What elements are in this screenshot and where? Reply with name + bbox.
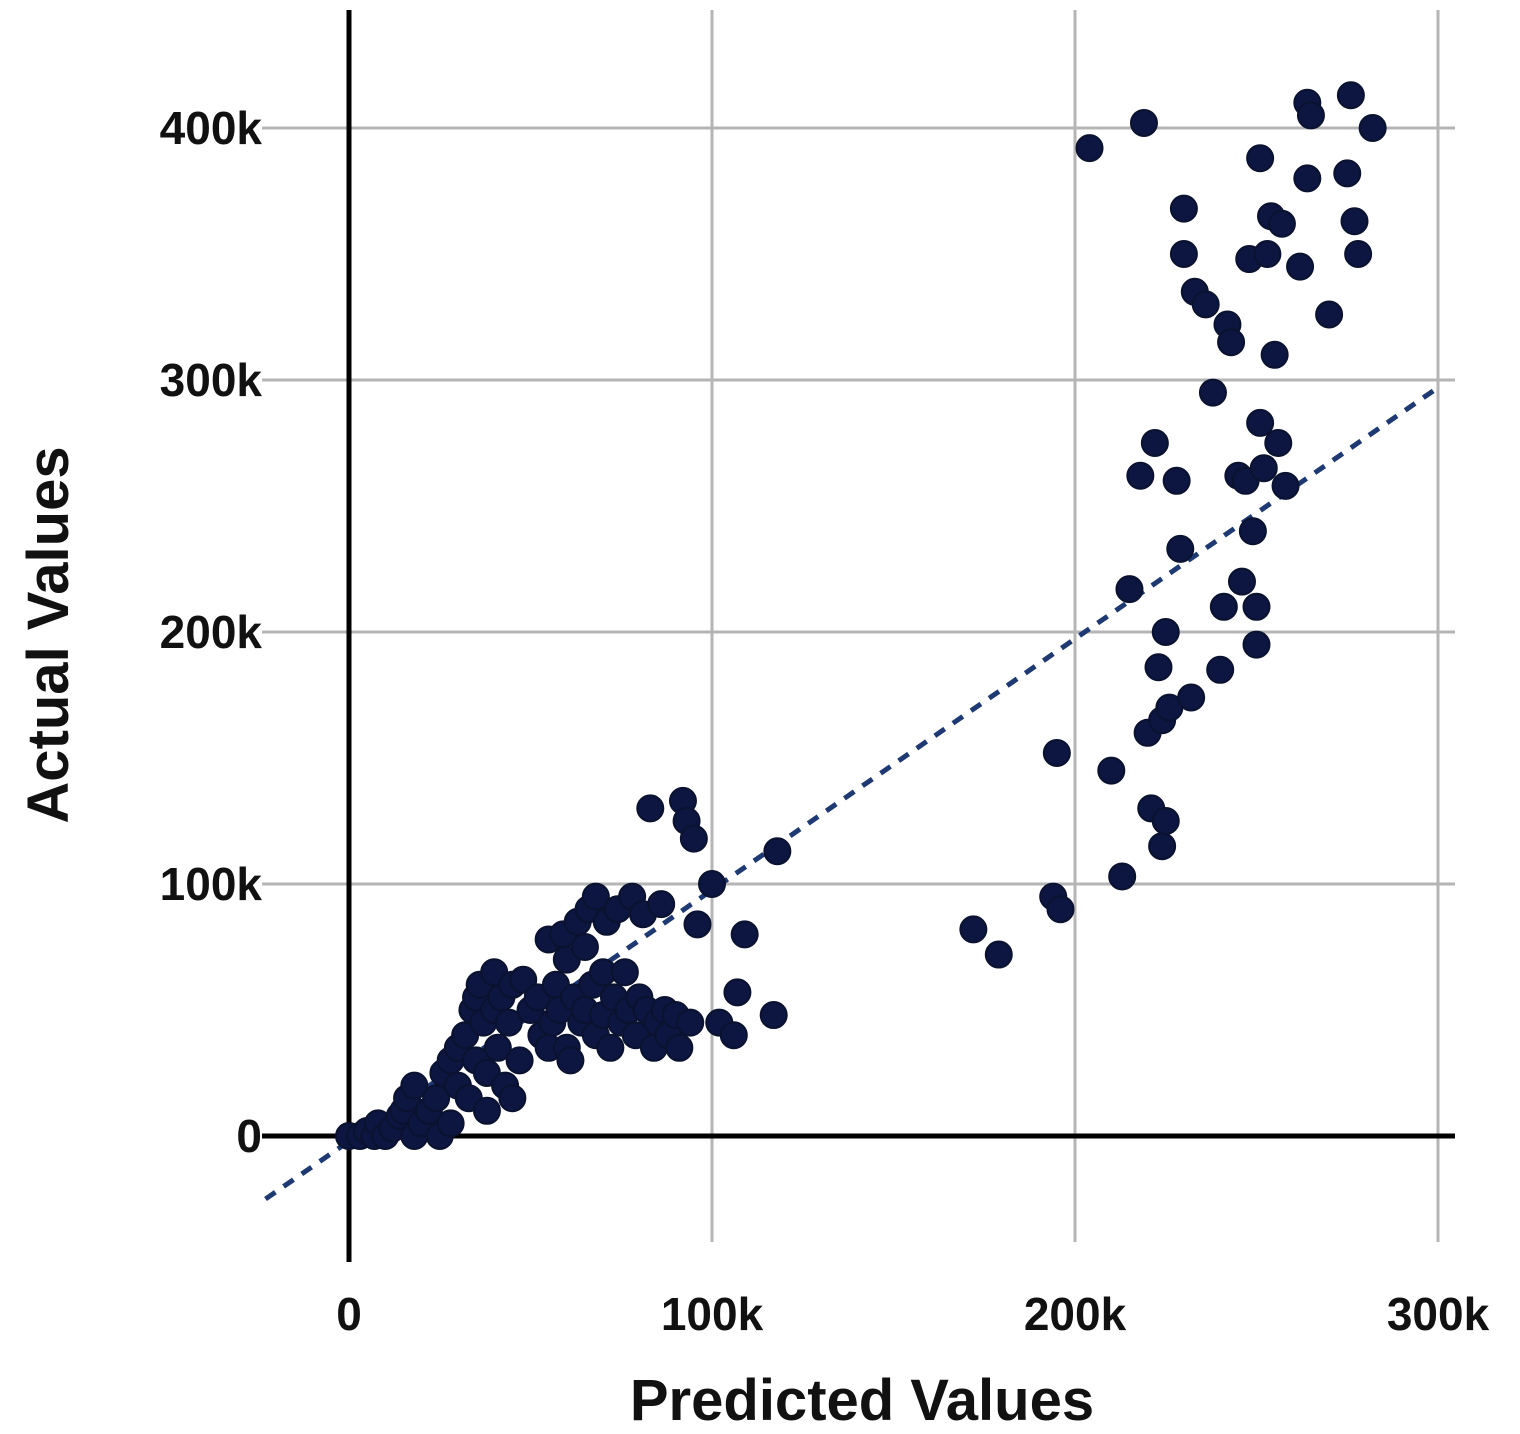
data-point-123 <box>1206 655 1235 684</box>
data-point-113 <box>1151 807 1180 835</box>
data-point-134 <box>1246 408 1275 437</box>
data-point-95 <box>959 915 988 944</box>
data-point-99 <box>1046 895 1075 924</box>
data-point-117 <box>1169 194 1198 223</box>
data-point-85 <box>676 1008 705 1037</box>
data-point-146 <box>1296 101 1325 130</box>
axes <box>262 10 1455 1262</box>
data-point-87 <box>683 910 712 939</box>
data-point-10 <box>400 1071 429 1100</box>
data-point-132 <box>1242 630 1271 659</box>
data-point-36 <box>498 1084 527 1113</box>
data-point-75 <box>636 794 665 823</box>
data-point-38 <box>505 1046 534 1075</box>
data-point-91 <box>723 978 752 1007</box>
tick-labels: 0 100k 200k 300k 0 100k 200k 300k 400k <box>160 102 1490 1340</box>
data-point-149 <box>1336 81 1365 110</box>
data-point-128 <box>1227 567 1256 596</box>
data-point-32 <box>483 1033 512 1062</box>
y-tick-label-2: 200k <box>160 606 263 658</box>
data-point-124 <box>1209 592 1238 621</box>
data-point-101 <box>1097 756 1126 785</box>
data-point-122 <box>1198 378 1227 407</box>
x-tick-label-2: 200k <box>1024 1288 1127 1340</box>
data-point-109 <box>1144 653 1173 682</box>
data-point-78 <box>647 890 676 919</box>
data-point-118 <box>1169 240 1198 268</box>
data-point-60 <box>581 882 610 911</box>
data-point-115 <box>1162 466 1191 495</box>
data-points <box>335 81 1387 1150</box>
data-point-104 <box>1126 461 1155 490</box>
y-tick-label-4: 400k <box>160 102 263 154</box>
data-point-55 <box>570 933 599 961</box>
x-tick-label-0: 0 <box>336 1288 362 1340</box>
data-point-14 <box>422 1084 451 1113</box>
data-point-35 <box>494 1008 523 1037</box>
data-point-64 <box>596 1033 625 1062</box>
data-point-140 <box>1264 429 1293 457</box>
y-axis-title: Actual Values <box>16 446 81 823</box>
data-point-133 <box>1242 592 1271 621</box>
data-point-110 <box>1148 832 1177 861</box>
data-point-152 <box>1358 114 1387 142</box>
data-point-137 <box>1253 240 1282 268</box>
data-point-100 <box>1075 134 1104 163</box>
data-point-82 <box>665 1033 694 1062</box>
data-point-18 <box>436 1109 465 1138</box>
data-point-94 <box>763 837 792 866</box>
data-point-136 <box>1249 454 1278 483</box>
data-point-105 <box>1129 108 1158 137</box>
data-point-116 <box>1166 534 1195 563</box>
data-point-28 <box>472 1096 501 1125</box>
x-tick-label-3: 300k <box>1387 1288 1490 1340</box>
y-tick-label-3: 300k <box>160 354 263 406</box>
x-tick-label-1: 100k <box>661 1288 764 1340</box>
data-point-108 <box>1140 429 1169 457</box>
data-point-88 <box>698 870 726 898</box>
data-point-96 <box>984 940 1013 969</box>
data-point-151 <box>1344 240 1373 268</box>
data-point-144 <box>1293 164 1322 193</box>
data-point-98 <box>1042 738 1071 767</box>
grid-lines <box>262 10 1455 1242</box>
data-point-142 <box>1271 471 1300 500</box>
data-point-112 <box>1151 618 1180 646</box>
data-point-103 <box>1115 575 1144 604</box>
data-point-68 <box>610 958 639 987</box>
data-point-90 <box>719 1021 748 1050</box>
data-point-86 <box>679 824 708 853</box>
data-point-102 <box>1108 862 1137 891</box>
data-point-126 <box>1217 328 1246 357</box>
data-point-141 <box>1267 209 1296 238</box>
x-axis-title: Predicted Values <box>630 1368 1094 1433</box>
y-tick-label-1: 100k <box>160 858 263 910</box>
data-point-147 <box>1315 300 1344 329</box>
data-point-119 <box>1177 683 1206 712</box>
data-point-148 <box>1333 159 1362 188</box>
data-point-150 <box>1340 207 1369 236</box>
data-point-131 <box>1238 517 1267 546</box>
data-point-93 <box>759 1001 788 1030</box>
data-point-135 <box>1246 144 1275 173</box>
data-point-143 <box>1286 252 1315 281</box>
data-point-51 <box>556 1046 585 1075</box>
y-tick-label-0: 0 <box>236 1110 262 1162</box>
data-point-121 <box>1191 290 1220 319</box>
data-point-139 <box>1260 340 1289 369</box>
data-point-92 <box>730 920 759 949</box>
